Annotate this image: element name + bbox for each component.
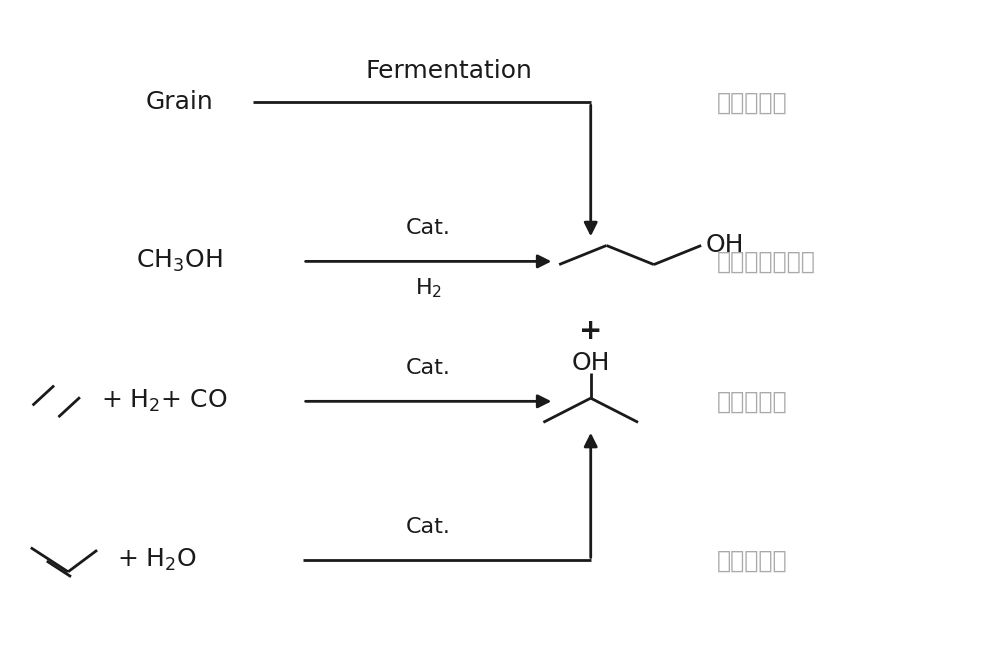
Text: Grain: Grain xyxy=(146,90,213,114)
Text: 传统路线一: 传统路线一 xyxy=(717,90,788,114)
Text: + H$_2$+ CO: + H$_2$+ CO xyxy=(101,388,227,415)
Text: 传统路线二: 传统路线二 xyxy=(717,389,788,413)
Text: Cat.: Cat. xyxy=(406,358,451,378)
Text: 本发明提供路线: 本发明提供路线 xyxy=(717,250,816,274)
Text: OH: OH xyxy=(706,233,745,257)
Text: Fermentation: Fermentation xyxy=(366,58,533,83)
Text: +: + xyxy=(579,317,602,345)
Text: OH: OH xyxy=(571,351,610,375)
Text: + H$_2$O: + H$_2$O xyxy=(117,547,197,573)
Text: Cat.: Cat. xyxy=(406,517,451,538)
Text: 传统路线三: 传统路线三 xyxy=(717,549,788,573)
Text: CH$_3$OH: CH$_3$OH xyxy=(136,248,223,274)
Text: Cat.: Cat. xyxy=(406,218,451,239)
Text: H$_2$: H$_2$ xyxy=(415,276,442,300)
